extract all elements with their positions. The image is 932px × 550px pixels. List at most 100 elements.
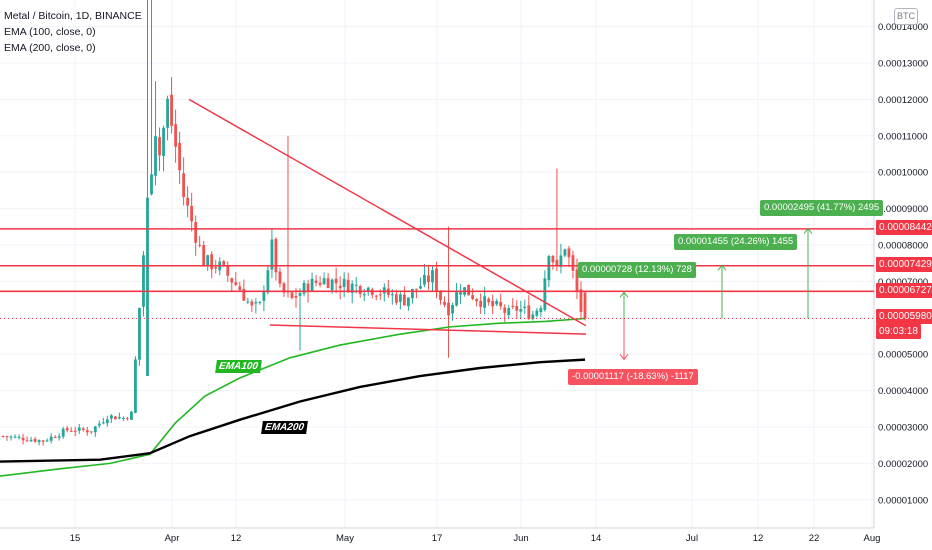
price-tag-resistance-1: 0.00008442 [876,220,932,235]
candle-body [527,305,531,319]
candle-body [170,94,173,126]
x-tick-label: May [336,533,354,544]
y-tick-label: 0.00012000 [878,95,928,106]
candle-body [439,291,442,300]
y-tick-label: 0.00004000 [878,386,928,397]
candle-body [210,254,214,270]
ema200-line [0,358,586,463]
candle-body [270,239,274,270]
candle-body [547,256,551,281]
candle-body [166,98,169,128]
candle-body [33,438,37,442]
measure-arrow-up-1-head [619,291,629,298]
candle-body [222,261,226,265]
candle-body [89,431,93,433]
candle-body [85,430,89,433]
candle-body [298,293,302,296]
candle-body [579,289,583,312]
candle-body [551,255,555,263]
candle-body [262,291,266,301]
candle-body [358,286,362,295]
candle-body [130,411,133,420]
candle-body [246,301,250,303]
candle-body [234,282,238,285]
candle-body [93,426,97,433]
x-tick-label: 15 [70,533,81,544]
candle-body [126,418,129,420]
x-tick-label: Aug [864,533,881,544]
measure-label-up-3: 0.00002495 (41.77%) 2495 [760,200,884,216]
x-tick-label: 14 [591,533,602,544]
y-tick-label: 0.00007000 [878,277,928,288]
candle-body [174,124,177,147]
candle-body [198,244,202,246]
candle-body [563,249,567,256]
candle-body [242,288,246,301]
candle-body [206,255,210,267]
candle-body [334,278,338,284]
candle-body [142,255,145,307]
candle-body [49,436,53,441]
candle-body [583,292,587,319]
candle-body [310,278,314,292]
candle-body [362,294,366,296]
candle-body [394,294,398,303]
candle-body [330,279,334,291]
y-tick-label: 0.00005000 [878,350,928,361]
candle-body [17,436,21,438]
x-tick-label: Jun [513,533,528,544]
candle-body [182,173,186,198]
y-tick-label: 0.00003000 [878,422,928,433]
candle-body [250,301,254,306]
candle-body [214,267,218,269]
y-tick-label: 0.00011000 [878,131,928,142]
candle-body [109,415,113,419]
candle-body [41,440,45,442]
measure-label-down: -0.00001117 (-18.63%) -1117 [568,369,698,385]
candle-body [202,245,206,267]
candle-body [447,302,450,316]
candle-body [314,280,318,283]
candle-body [443,301,446,305]
y-tick-label: 0.00001000 [878,495,928,506]
candle-body [282,283,286,293]
candle-body [101,422,105,424]
y-tick-label: 0.00008000 [878,240,928,251]
candle-body [158,137,161,156]
measure-label-up-2: 0.00001455 (24.26%) 1455 [674,234,798,250]
candle-body [37,440,41,443]
candle-body [238,286,242,291]
candle-body [523,306,527,308]
candle-body [318,282,322,285]
ema200-label: EMA200 [261,421,308,434]
candle-body [435,268,438,292]
candle-body [57,436,61,438]
candle-body [495,301,499,305]
candle-body [162,127,165,156]
measure-arrow-up-3-head [803,227,813,234]
candle-body [511,305,515,307]
candle-body [69,430,73,432]
candle-body [382,287,386,294]
candle-body [105,419,109,424]
candle-body [258,301,262,303]
candle-body [45,440,49,442]
candle-body [29,439,33,442]
candle-body [471,294,475,299]
candle-body [515,306,519,311]
currency-badge[interactable]: BTC [894,8,918,25]
candle-body [374,295,378,297]
candle-body [427,275,430,283]
candle-body [61,428,65,437]
candle-body [230,278,234,283]
candle-body [1,435,5,437]
candle-body [491,300,495,307]
x-tick-label: 17 [432,533,443,544]
candle-body [21,437,25,441]
candle-body [306,283,310,292]
ema100-legend: EMA (100, close, 0) [4,26,96,38]
candle-body [451,305,454,314]
candle-body [398,294,402,302]
x-tick-label: 12 [753,533,764,544]
